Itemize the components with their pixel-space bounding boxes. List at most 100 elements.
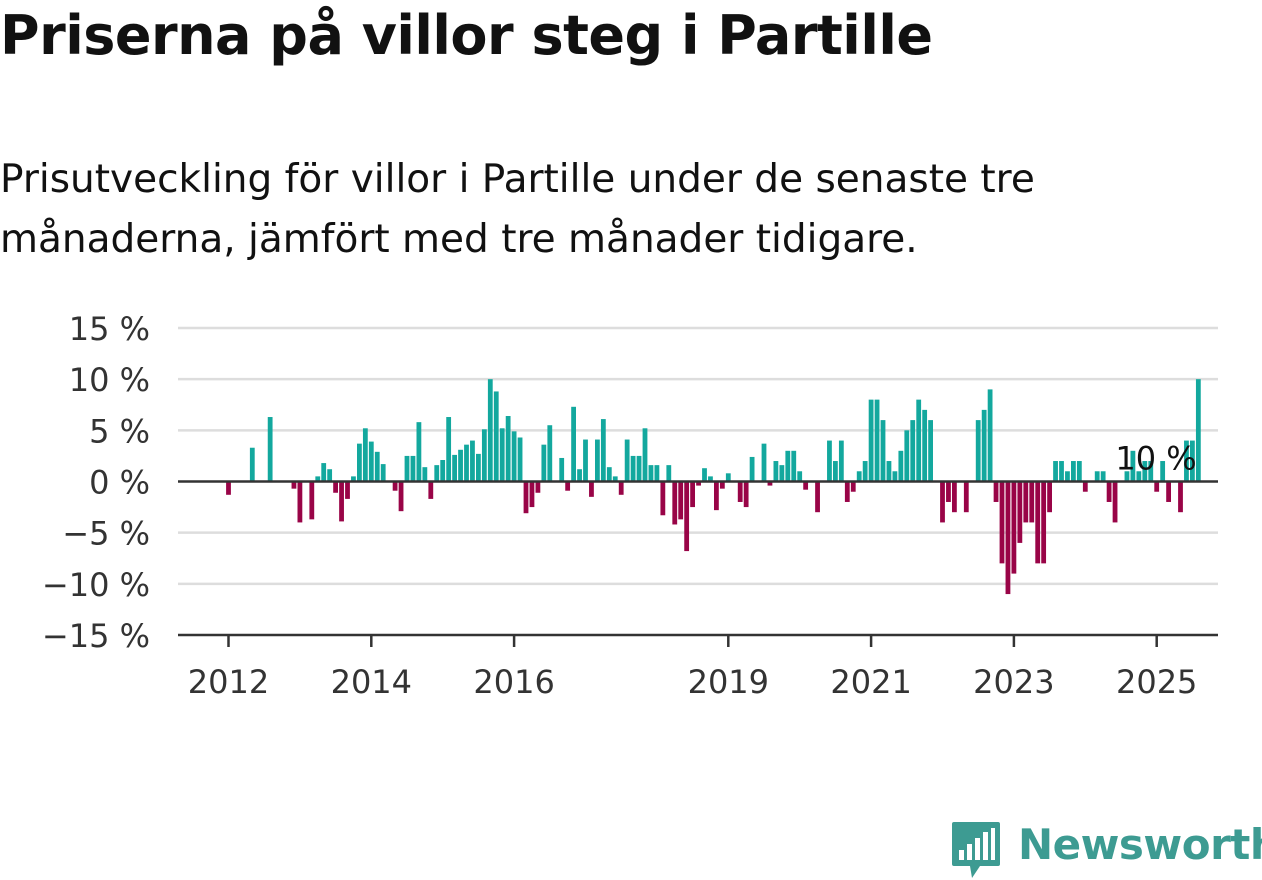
bar [1195,379,1201,482]
bar [1041,481,1047,564]
bar [1029,481,1035,523]
bar [523,481,529,514]
x-tick-label: 2021 [830,663,911,701]
bar [1035,481,1041,564]
bar [333,481,338,493]
bar [838,440,844,482]
bar [868,399,874,482]
bar [803,481,809,490]
gridlines [178,326,1218,586]
bar [1076,461,1082,482]
bar [577,469,582,482]
bar [1059,461,1064,482]
bar [827,440,832,482]
bar [1100,471,1106,482]
bar [1124,471,1130,482]
x-tick-label: 2025 [1116,663,1197,701]
bar [267,417,273,482]
bar [1130,450,1136,482]
bar [392,481,398,491]
bar [1053,461,1058,482]
bar [642,428,648,482]
y-tick-label: 15 % [69,310,150,348]
bar [737,481,743,502]
bar [470,440,475,482]
bar [315,476,321,482]
bar [440,460,446,482]
bar [487,379,493,482]
bar [1065,471,1070,482]
bar [666,465,672,482]
bar [963,481,969,513]
bar [1142,461,1148,482]
bar [434,465,440,482]
bar [981,409,987,482]
bar [928,420,933,482]
bar [719,481,725,489]
bar [589,481,594,497]
bar [993,481,999,502]
bar [327,469,333,482]
bar [1136,471,1142,482]
bar [1148,461,1154,482]
bar [595,439,600,482]
bar [815,481,820,513]
bar [946,481,951,502]
bars [226,379,1201,595]
bar [708,476,713,482]
bar [672,481,678,525]
bar [975,420,981,482]
bar [1160,461,1166,482]
bar [428,481,434,499]
bar [696,481,701,486]
tick-labels: 15 % 10 % 5 % 0 % −5 % −10 % −15 % 2012 2014 2016… [42,310,1198,701]
bar [904,430,910,482]
bar [1017,481,1023,543]
bar [749,456,755,482]
bar [1184,440,1189,482]
chart-subtitle: Prisutveckling för villor i Partille und… [0,157,1035,262]
bar [517,437,523,482]
bar [493,391,499,482]
newsworthy-logo-text: Newsworthy [1018,820,1262,869]
bar [1166,481,1171,502]
bar-chart: 15 % 10 % 5 % 0 % −5 % −10 % −15 % 2012 2014 2016… [42,310,1218,701]
bar [559,457,565,482]
bar [684,481,690,552]
bar [511,431,517,482]
y-tick-label: −10 % [42,566,150,604]
chart-title: Priserna på villor steg i Partille [0,4,933,67]
bar [249,447,255,482]
x-tick-label: 2014 [331,663,412,701]
bar [309,481,315,520]
bar [606,467,612,482]
bar [1106,481,1112,502]
bar [416,422,422,482]
bar [660,481,666,516]
bar [898,450,904,482]
bar [797,471,803,482]
bar [291,481,297,489]
bar [690,481,695,508]
bar [1082,481,1088,492]
bar [547,425,553,482]
bar [725,473,731,482]
bar [1011,481,1017,574]
bar [368,441,374,482]
x-tick-label: 2012 [188,663,269,701]
newsworthy-logo-icon [952,822,1000,878]
bar [940,481,945,523]
bar [779,465,785,482]
bar [226,481,231,495]
bar [892,471,898,482]
bar [1154,481,1160,492]
bar [464,444,469,482]
bar [791,450,797,482]
bar [910,420,916,482]
bar [856,471,862,482]
y-tick-label: 5 % [89,412,150,450]
bar [357,443,362,482]
bar [505,416,511,482]
bar [583,439,588,482]
y-tick-label: 0 % [89,464,150,502]
